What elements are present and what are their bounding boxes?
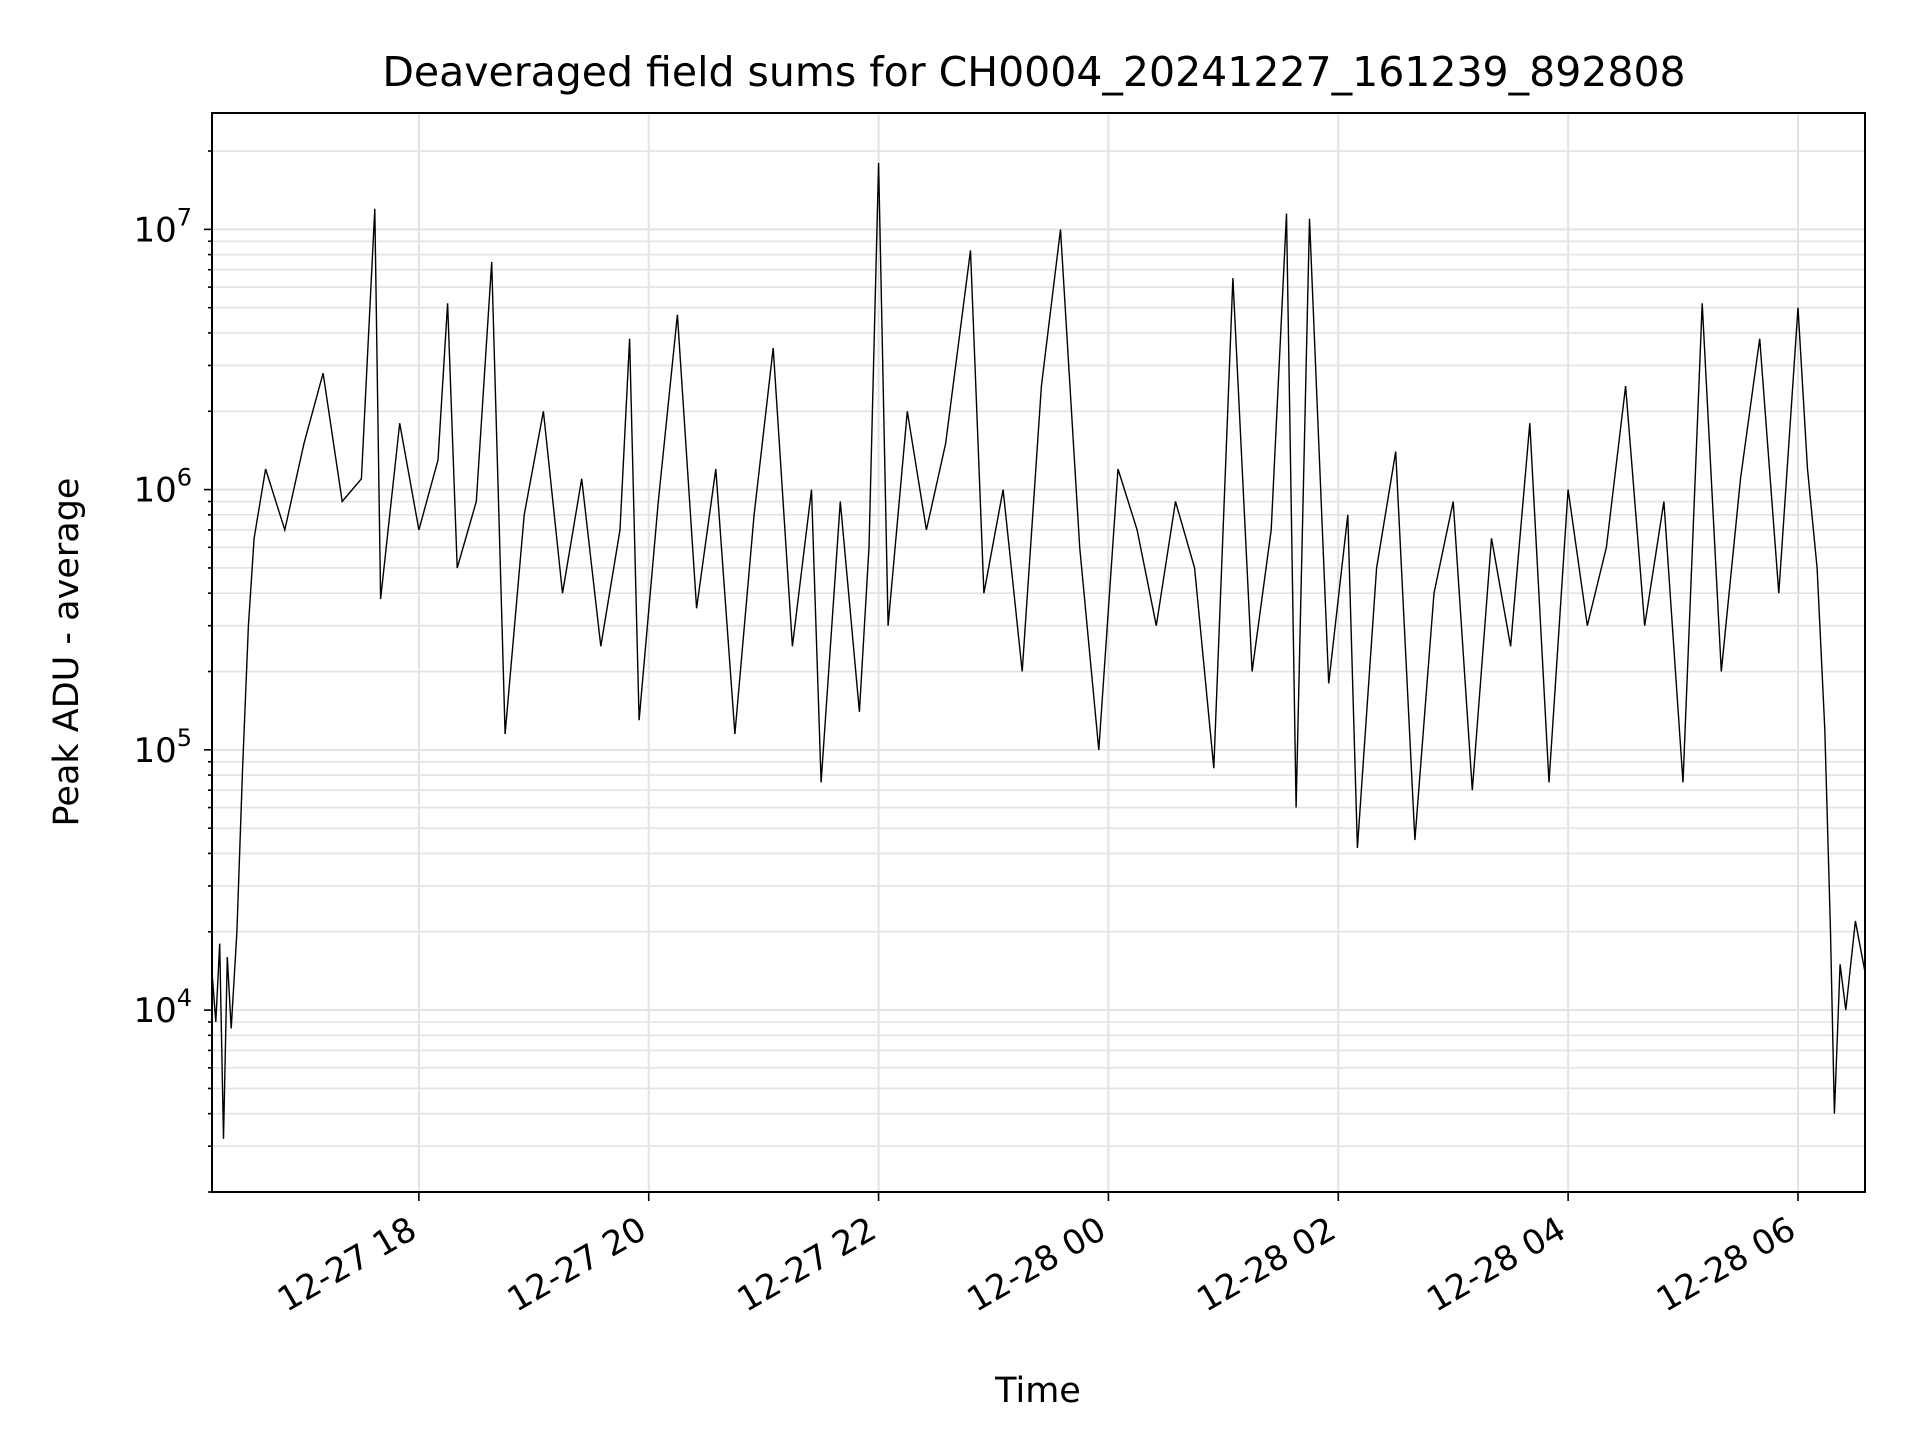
y-axis-label: Peak ADU - average (47, 478, 87, 827)
y-axis-ticks: 104 105 106 107 (133, 150, 212, 1193)
series-layer (211, 162, 1866, 1139)
plot-frame (211, 112, 1866, 1193)
chart-title: Deaveraged field sums for CH0004_2024122… (382, 48, 1685, 96)
series-line (211, 162, 1866, 1139)
y-tick-label: 105 (133, 724, 192, 771)
grid-layer (212, 113, 1865, 1193)
y-tick-label: 104 (133, 984, 192, 1031)
x-axis-label: Time (994, 1371, 1081, 1411)
y-tick-label: 106 (133, 464, 192, 511)
y-tick-label: 107 (133, 203, 192, 250)
